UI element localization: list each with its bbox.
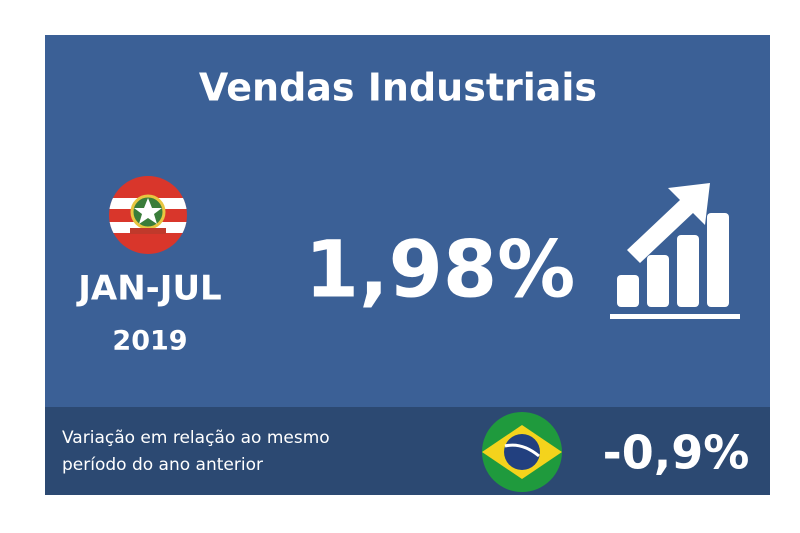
- year: 2019: [112, 326, 187, 357]
- footer-line: período do ano anterior: [62, 455, 263, 475]
- brazil-value: -0,9%: [603, 426, 750, 480]
- state-emblem: [109, 176, 187, 254]
- title: Vendas Industriais: [199, 66, 597, 110]
- period: JAN-JUL: [76, 269, 221, 309]
- footer-strip: [45, 407, 770, 495]
- footer-line: Variação em relação ao mesmo: [62, 428, 330, 448]
- growth-icon: [610, 183, 740, 319]
- main-value: 1,98%: [305, 225, 576, 315]
- brazil-flag: [482, 412, 562, 492]
